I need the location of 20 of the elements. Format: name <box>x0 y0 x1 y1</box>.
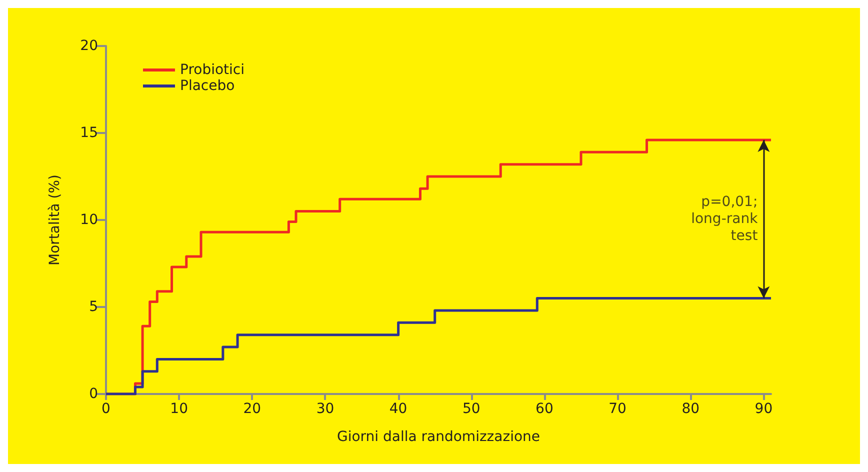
x-tick-label: 80 <box>682 401 700 417</box>
y-tick-label: 20 <box>80 38 98 54</box>
x-tick-label: 70 <box>608 401 626 417</box>
x-tick-label: 0 <box>102 401 110 417</box>
x-tick-label: 60 <box>536 401 554 417</box>
y-tick-label: 10 <box>80 212 98 228</box>
x-tick-label: 40 <box>389 401 408 417</box>
x-tick-label: 10 <box>170 401 188 417</box>
x-tick-label: 30 <box>316 401 334 417</box>
x-tick-label: 50 <box>462 401 480 417</box>
x-axis-title: Giorni dalla randomizzazione <box>336 429 540 445</box>
y-axis-title: Mortalità (%) <box>47 174 63 266</box>
x-tick-label: 90 <box>754 401 773 417</box>
y-tick-label: 0 <box>89 386 98 402</box>
y-tick-label: 15 <box>80 125 98 141</box>
annotation: p=0,01; long-rank test <box>691 194 759 244</box>
y-tick-label: 5 <box>89 299 98 315</box>
legend-label: Probiotici <box>180 62 245 78</box>
legend-label: Placebo <box>180 78 235 94</box>
x-tick-label: 20 <box>243 401 262 417</box>
